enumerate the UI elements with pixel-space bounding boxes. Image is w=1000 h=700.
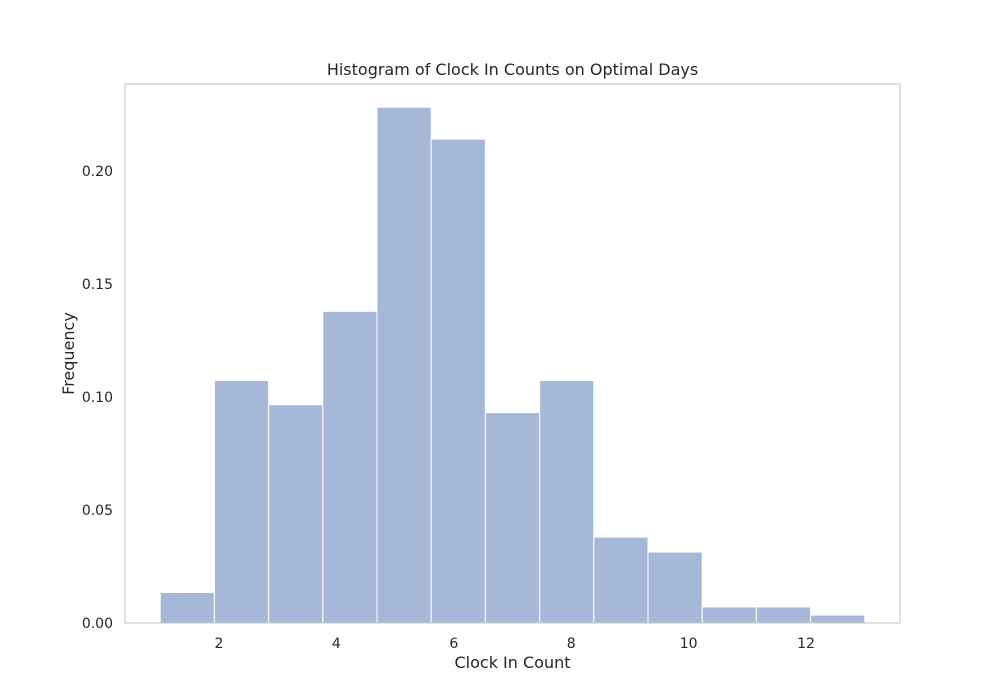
y-axis-label: Frequency	[59, 312, 78, 395]
histogram-bar	[484, 412, 541, 624]
y-tick-label: 0.10	[82, 390, 113, 406]
x-tick-label: 10	[680, 636, 698, 652]
histogram-bar	[376, 106, 432, 624]
y-tick-label: 0.00	[82, 616, 113, 632]
histogram-bar	[539, 380, 595, 624]
x-axis-label: Clock In Count	[454, 653, 570, 672]
chart-title: Histogram of Clock In Counts on Optimal …	[327, 60, 698, 79]
histogram-bar	[268, 404, 324, 624]
histogram-bar	[430, 138, 486, 624]
histogram-bar	[647, 551, 703, 624]
y-tick-label: 0.05	[82, 503, 113, 519]
histogram-bars	[159, 106, 866, 624]
plot-area	[124, 83, 901, 624]
y-tick-label: 0.20	[82, 164, 113, 180]
y-tick-labels: 0.00 0.05 0.10 0.15 0.20	[82, 164, 113, 632]
histogram-bar	[755, 606, 812, 624]
histogram-bar	[701, 606, 757, 624]
x-tick-label: 4	[332, 636, 341, 652]
x-tick-label: 8	[567, 636, 576, 652]
x-tick-label: 12	[797, 636, 815, 652]
histogram-bar	[322, 310, 378, 624]
x-tick-labels: 2 4 6 8 10 12	[214, 636, 814, 652]
x-tick-label: 6	[449, 636, 458, 652]
histogram-bar	[593, 536, 649, 624]
histogram-bar	[159, 591, 215, 624]
histogram-bar	[810, 614, 866, 624]
y-tick-label: 0.15	[82, 277, 113, 293]
x-tick-label: 2	[214, 636, 223, 652]
histogram-bar	[213, 380, 270, 624]
